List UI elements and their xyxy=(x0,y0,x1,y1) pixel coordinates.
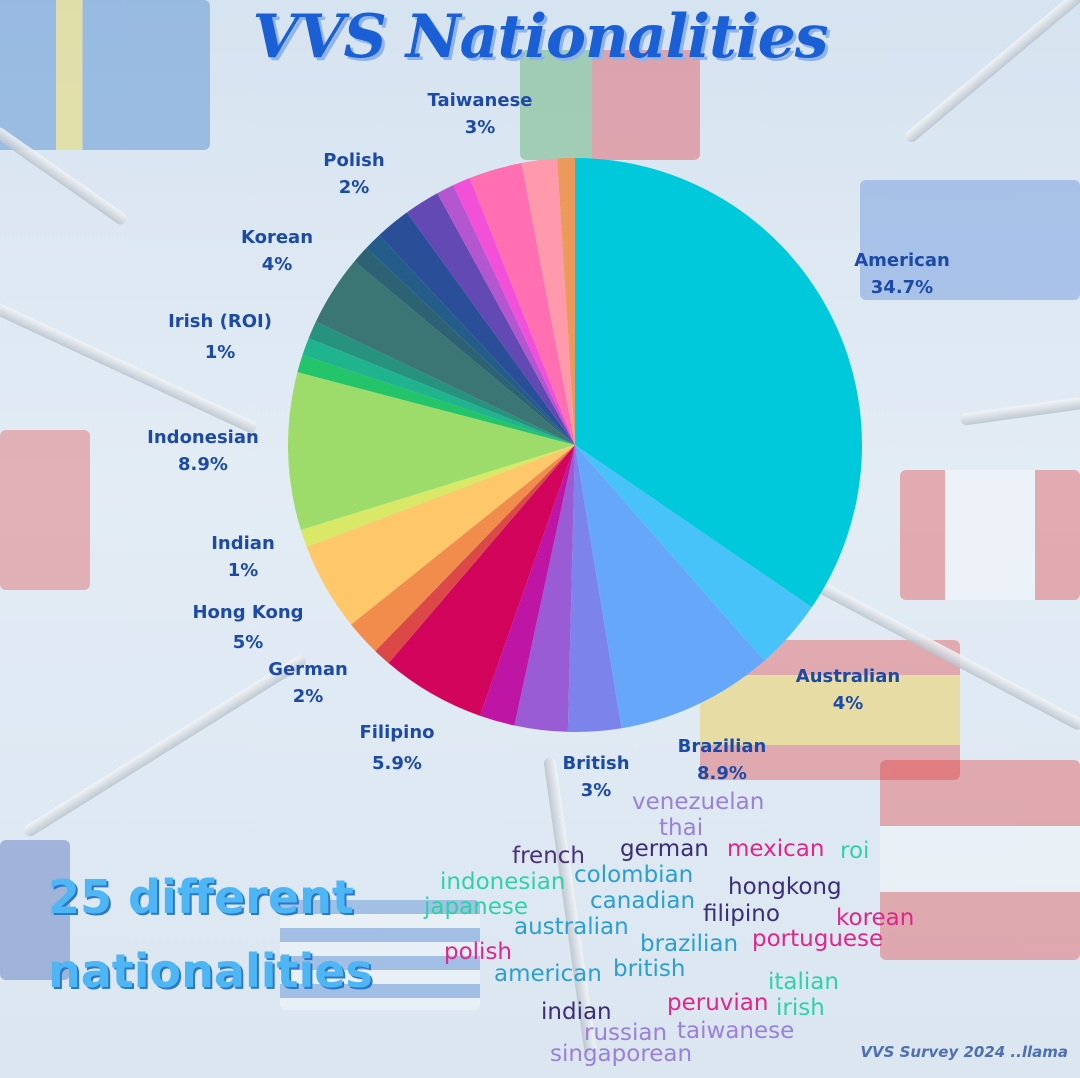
slice-pct-indian: 1% xyxy=(228,560,259,581)
pie-labels: American 34.7% Australian 4% Brazilian 8… xyxy=(147,90,950,801)
cloud-word: venezuelan xyxy=(632,789,765,815)
slice-label-filipino: Filipino xyxy=(359,722,434,743)
cloud-word: portuguese xyxy=(752,926,884,952)
pie-slice-british xyxy=(567,445,622,732)
pie-slice-australian xyxy=(575,445,812,661)
striped-flag-decor xyxy=(880,760,1080,960)
slice-pct-german: 2% xyxy=(293,686,324,707)
slice-pct-filipino: 5.9% xyxy=(372,753,422,774)
pie-slice-irish-roi xyxy=(302,338,575,445)
pie-slice-unlabeled-5 xyxy=(479,445,575,726)
red-flag-decor xyxy=(0,430,90,590)
pie-slice-unlabeled-23 xyxy=(521,158,575,445)
slice-pct-brazilian: 8.9% xyxy=(697,763,747,784)
slice-pct-indonesian: 8.9% xyxy=(178,454,228,475)
pie-slice-brazilian xyxy=(575,445,765,729)
slice-label-british: British xyxy=(562,753,629,774)
pie-slice-german xyxy=(351,445,575,652)
slice-pct-irish-roi: 1% xyxy=(205,342,236,363)
slice-label-taiwanese: Taiwanese xyxy=(428,90,533,111)
slice-pct-polish: 2% xyxy=(339,177,370,198)
cloud-word: russian xyxy=(584,1020,668,1046)
slice-pct-taiwanese: 3% xyxy=(465,117,496,138)
cloud-word: polish xyxy=(444,939,513,965)
slice-label-german: German xyxy=(268,659,348,680)
cloud-word: roi xyxy=(840,838,870,864)
pie-slice-american xyxy=(575,158,862,608)
slice-label-korean: Korean xyxy=(241,227,313,248)
pie-slice-korean xyxy=(315,261,575,445)
cloud-word: hongkong xyxy=(728,874,842,900)
pie-slice-filipino xyxy=(388,445,575,716)
pie-slice-indian xyxy=(300,445,575,547)
cloud-word: french xyxy=(512,843,585,869)
pie-slice-unlabeled-14 xyxy=(308,321,575,445)
slice-pct-australian: 4% xyxy=(833,693,864,714)
cloud-word: mexican xyxy=(727,836,825,862)
count-line-1: 25 different xyxy=(48,870,354,924)
eu-flag-decor xyxy=(0,840,70,980)
cloud-word: german xyxy=(620,836,709,862)
cloud-word: singaporean xyxy=(550,1041,693,1067)
cloud-word: brazilian xyxy=(640,931,739,957)
slice-label-hong-kong: Hong Kong xyxy=(192,602,303,623)
cloud-word: british xyxy=(613,956,686,982)
portuguese-flag-decor xyxy=(520,50,700,160)
pie-slice-polish xyxy=(379,212,575,445)
pie-slice-unlabeled-17 xyxy=(366,235,575,445)
cloud-word: indian xyxy=(541,999,612,1025)
slice-label-american: American xyxy=(854,250,950,271)
blue-flag-decor xyxy=(860,180,1080,300)
cloud-word: irish xyxy=(776,995,825,1021)
pie-slice-indonesian xyxy=(288,372,575,530)
cloud-word: australian xyxy=(514,914,629,940)
slice-label-polish: Polish xyxy=(323,150,384,171)
survey-credit: VVS Survey 2024 ..llama xyxy=(860,1043,1068,1061)
cloud-word: japanese xyxy=(424,894,529,920)
cloud-word: american xyxy=(494,961,602,987)
pie-slice-unlabeled-16 xyxy=(354,247,575,445)
slice-label-indian: Indian xyxy=(211,533,275,554)
cloud-word: colombian xyxy=(574,862,694,888)
cloud-word: canadian xyxy=(590,888,696,914)
pie-slice-hong-kong xyxy=(306,445,575,625)
pie-slice-taiwanese xyxy=(469,163,575,446)
pie-slice-unlabeled-20 xyxy=(437,185,575,445)
cloud-word: indonesian xyxy=(440,869,566,895)
cloud-word: filipino xyxy=(703,901,780,927)
slice-pct-american: 34.7% xyxy=(871,277,933,298)
pie-slice-unlabeled-4 xyxy=(514,445,575,732)
slice-pct-british: 3% xyxy=(581,780,612,801)
greek-flag-decor xyxy=(280,900,480,1010)
cloud-word: italian xyxy=(768,969,839,995)
pie-slices xyxy=(288,158,862,732)
nationality-count: 25 different nationalities xyxy=(48,860,373,1008)
pie-slice-unlabeled-7 xyxy=(375,445,575,664)
pie-slice-unlabeled-12 xyxy=(297,354,575,445)
cloud-word: thai xyxy=(659,815,704,841)
slice-pct-hong-kong: 5% xyxy=(233,632,264,653)
chart-title: VVS Nationalities xyxy=(252,2,828,72)
cloud-word: korean xyxy=(836,905,915,931)
pie-slice-unlabeled-24 xyxy=(557,158,575,445)
cloud-word: peruvian xyxy=(667,990,769,1016)
slice-label-australian: Australian xyxy=(796,666,900,687)
slice-label-indonesian: Indonesian xyxy=(147,427,259,448)
swedish-flag-decor xyxy=(0,0,210,150)
slice-label-irish-roi: Irish (ROI) xyxy=(168,311,272,332)
slice-label-brazilian: Brazilian xyxy=(678,736,767,757)
pie-slice-unlabeled-19 xyxy=(406,193,575,445)
count-line-2: nationalities xyxy=(48,944,373,998)
canada-flag-decor xyxy=(900,470,1080,600)
pie-slice-unlabeled-21 xyxy=(453,178,575,445)
slice-pct-korean: 4% xyxy=(262,254,293,275)
cloud-word: taiwanese xyxy=(677,1018,795,1044)
